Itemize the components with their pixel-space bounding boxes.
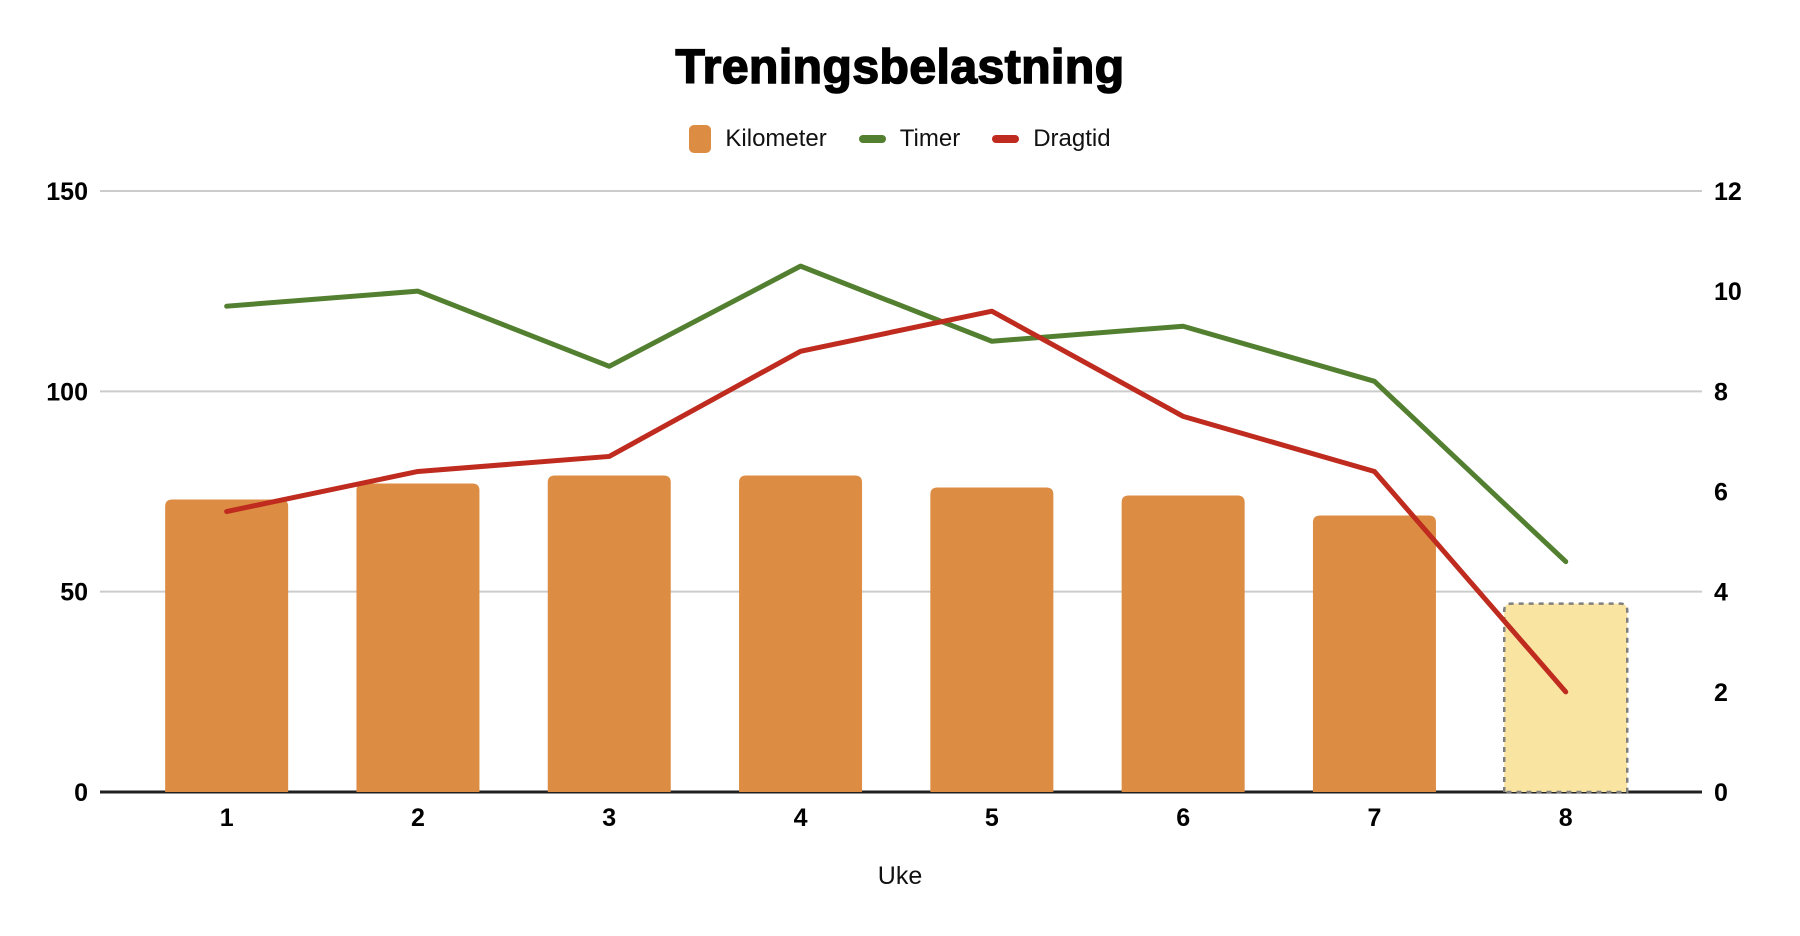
legend-label-kilometer: Kilometer: [725, 125, 827, 152]
right-axis-tick-0: 0: [1714, 779, 1728, 807]
left-axis-tick-50: 50: [60, 579, 88, 607]
bar-week-8: [1503, 602, 1629, 794]
chart-legend: Kilometer Timer Dragtid: [0, 122, 1800, 156]
kilometer-swatch-icon: [689, 125, 712, 153]
x-tick-week-7: 7: [1367, 804, 1381, 832]
x-tick-week-6: 6: [1176, 804, 1190, 832]
right-axis-tick-10: 10: [1714, 278, 1742, 306]
left-axis-tick-100: 100: [46, 378, 88, 406]
x-tick-week-5: 5: [985, 804, 999, 832]
bar-week-7: [1312, 515, 1436, 792]
bar-week-6: [1121, 495, 1245, 792]
legend-label-timer: Timer: [899, 125, 961, 152]
legend-item-dragtid: Dragtid: [992, 125, 1111, 153]
right-axis-tick-4: 4: [1714, 579, 1728, 607]
chart-title: Treningsbelastning: [675, 40, 1125, 95]
legend-item-kilometer: Kilometer: [689, 125, 827, 153]
x-tick-week-1: 1: [220, 804, 234, 832]
bar-week-5: [930, 487, 1054, 792]
right-axis-tick-12: 12: [1714, 178, 1742, 206]
right-axis-tick-8: 8: [1714, 378, 1728, 406]
bar-week-2: [356, 483, 480, 792]
bar-week-1: [165, 499, 289, 792]
x-tick-week-2: 2: [411, 804, 425, 832]
right-axis-tick-6: 6: [1714, 479, 1728, 507]
right-axis-tick-2: 2: [1714, 679, 1728, 707]
left-axis-tick-150: 150: [46, 178, 88, 206]
legend-label-dragtid: Dragtid: [1033, 125, 1111, 152]
x-tick-week-3: 3: [602, 804, 616, 832]
legend-item-timer: Timer: [858, 125, 961, 153]
dragtid-swatch-icon: [992, 135, 1020, 143]
timer-swatch-icon: [858, 135, 886, 143]
x-tick-week-4: 4: [794, 804, 808, 832]
line-series-timer: [224, 263, 1569, 565]
x-tick-week-8: 8: [1559, 804, 1573, 832]
x-axis-title: Uke: [877, 862, 923, 890]
bar-week-3: [547, 475, 671, 792]
left-axis-tick-0: 0: [74, 779, 88, 807]
line-series-dragtid: [224, 308, 1569, 695]
bar-week-4: [739, 475, 863, 792]
